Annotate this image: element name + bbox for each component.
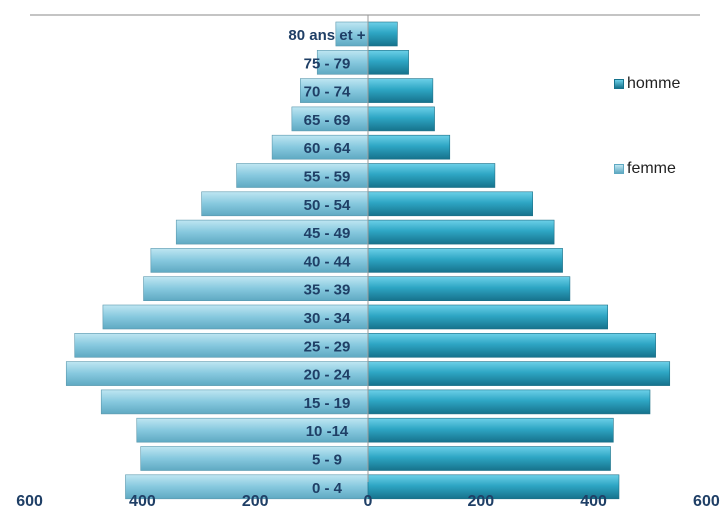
legend-item-homme: homme bbox=[614, 75, 680, 93]
category-label: 20 - 24 bbox=[304, 367, 351, 384]
bar-femme-40-44 bbox=[150, 248, 369, 273]
legend-item-femme: femme bbox=[614, 160, 676, 178]
category-label: 50 - 54 bbox=[304, 197, 351, 214]
category-label: 40 - 44 bbox=[304, 253, 351, 270]
legend-swatch-femme bbox=[614, 164, 624, 174]
bar-femme-80anset+ bbox=[335, 21, 369, 47]
bar-femme-75-79 bbox=[316, 49, 369, 75]
category-label: 75 - 79 bbox=[304, 55, 351, 72]
bar-homme-5-9 bbox=[367, 446, 611, 471]
bar-femme-70-74 bbox=[300, 78, 369, 103]
x-tick-label: 200 bbox=[467, 493, 494, 510]
bar-femme-65-69 bbox=[291, 106, 369, 132]
bar-homme-40-44 bbox=[367, 248, 563, 273]
x-tick-label: 600 bbox=[16, 493, 43, 510]
bar-femme-50-54 bbox=[201, 191, 369, 217]
x-tick-label: 400 bbox=[580, 493, 607, 510]
legend-label-homme: homme bbox=[627, 75, 681, 92]
legend-swatch-homme bbox=[614, 79, 624, 89]
category-label: 5 - 9 bbox=[312, 452, 342, 469]
x-tick-label: 0 bbox=[364, 493, 373, 510]
category-label: 45 - 49 bbox=[304, 225, 351, 242]
bar-homme-15-19 bbox=[367, 389, 651, 415]
bar-homme-30-34 bbox=[367, 304, 608, 330]
category-label: 15 - 19 bbox=[304, 395, 351, 412]
category-label: 35 - 39 bbox=[304, 282, 351, 299]
bar-homme-10-14 bbox=[367, 417, 614, 443]
bar-homme-80anset+ bbox=[367, 21, 398, 47]
category-label: 10 -14 bbox=[306, 423, 349, 440]
legend-label-femme: femme bbox=[627, 160, 676, 177]
bar-homme-0-4 bbox=[367, 474, 620, 500]
bar-homme-35-39 bbox=[367, 276, 571, 302]
bar-homme-25-29 bbox=[367, 332, 656, 358]
category-label: 25 - 29 bbox=[304, 338, 351, 355]
bar-homme-45-49 bbox=[367, 219, 555, 245]
category-label: 65 - 69 bbox=[304, 112, 351, 129]
bar-homme-75-79 bbox=[367, 49, 409, 75]
category-label: 70 - 74 bbox=[304, 84, 351, 101]
x-tick-label: 200 bbox=[242, 493, 269, 510]
bar-homme-50-54 bbox=[367, 191, 533, 217]
category-label: 0 - 4 bbox=[312, 480, 343, 497]
bar-homme-55-59 bbox=[367, 163, 496, 188]
category-label: 55 - 59 bbox=[304, 169, 351, 186]
x-tick-label: 600 bbox=[693, 493, 720, 510]
category-label: 60 - 64 bbox=[304, 140, 351, 157]
bar-femme-60-64 bbox=[271, 134, 369, 160]
category-label: 30 - 34 bbox=[304, 310, 351, 327]
homme-series bbox=[367, 21, 671, 500]
bar-femme-25-29 bbox=[74, 332, 369, 358]
femme-series bbox=[65, 21, 369, 500]
category-labels: 0 - 4 5 - 9 10 -14 15 - 19 20 - 24 25 - 29 30 … bbox=[288, 27, 365, 497]
bar-homme-20-24 bbox=[367, 361, 671, 386]
bar-femme-10-14 bbox=[136, 417, 369, 443]
bar-homme-70-74 bbox=[367, 78, 434, 103]
bar-femme-5-9 bbox=[140, 446, 369, 471]
x-axis-tick-labels: 600 400 200 0 200 400 600 bbox=[16, 493, 720, 510]
bar-homme-65-69 bbox=[367, 106, 435, 132]
category-label: 80 ans et + bbox=[288, 27, 365, 44]
bar-femme-55-59 bbox=[236, 163, 369, 188]
bar-femme-35-39 bbox=[143, 276, 369, 302]
bar-homme-60-64 bbox=[367, 134, 451, 160]
bar-femme-45-49 bbox=[175, 219, 369, 245]
x-tick-label: 400 bbox=[129, 493, 156, 510]
